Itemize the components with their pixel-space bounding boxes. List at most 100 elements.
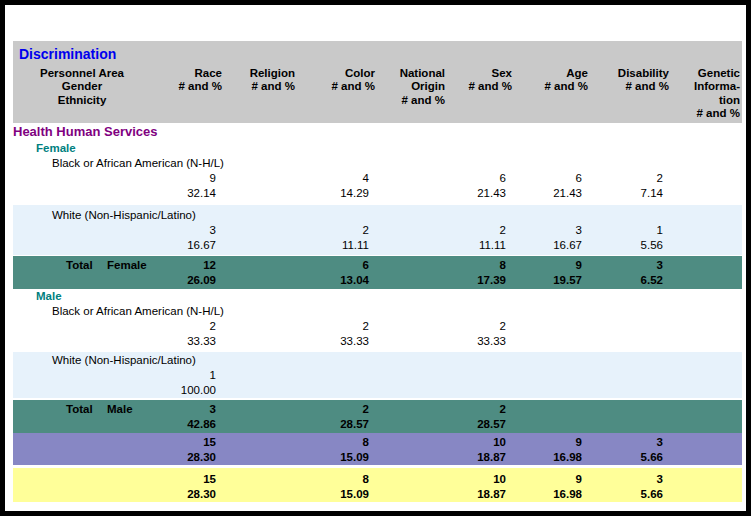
value-cell	[506, 402, 582, 417]
column-header-race: Race # and %	[145, 67, 222, 121]
subtotal-counts-row: 1581093	[13, 435, 742, 450]
value-cell: 16.67	[506, 238, 582, 253]
value-cell	[369, 472, 439, 487]
value-cell	[216, 223, 289, 238]
value-cell: 9	[13, 171, 216, 186]
total-gender-label: Female	[107, 258, 147, 273]
total-counts-row: Total Female 126893	[13, 258, 742, 273]
value-cell: 9	[506, 472, 582, 487]
value-cell: 10	[439, 435, 506, 450]
value-cell	[663, 435, 734, 450]
value-cell: 8	[289, 472, 369, 487]
value-cell	[369, 258, 439, 273]
total-row-female: Total Female 126893 26.09 13.04 17.3919.57…	[13, 256, 742, 289]
value-cell: 7.14	[582, 186, 663, 201]
value-cell	[216, 383, 289, 398]
value-cell: 3	[582, 472, 663, 487]
value-cell	[663, 186, 734, 201]
ethnicity-label: Black or African American (N-H/L)	[13, 304, 742, 319]
column-header-row: Personnel Area Gender Ethnicity Race # a…	[19, 67, 742, 121]
value-cell	[663, 273, 734, 288]
value-cell: 8	[289, 435, 369, 450]
value-cell	[582, 368, 663, 383]
grand-total-counts-row: 1581093	[13, 472, 742, 487]
value-cell: 11.11	[289, 238, 369, 253]
ethnicity-label: Black or African American (N-H/L)	[13, 156, 742, 171]
subtotal-percents-row: 28.3015.0918.8716.985.66	[13, 450, 742, 465]
value-cell: 21.43	[439, 186, 506, 201]
value-cell: 1	[582, 223, 663, 238]
striped-ethnicity-block: White (Non-Hispanic/Latino) 1 100.00	[13, 352, 742, 398]
value-cell	[216, 450, 289, 465]
value-cell	[216, 238, 289, 253]
value-cell	[663, 223, 734, 238]
value-cell: 42.86	[13, 417, 216, 432]
value-cell: 19.57	[506, 273, 582, 288]
report-body: Discrimination Personnel Area Gender Eth…	[13, 41, 742, 502]
value-cell: 6	[439, 171, 506, 186]
value-cell: 33.33	[289, 334, 369, 349]
value-cell	[369, 334, 439, 349]
total-label: Total	[66, 258, 93, 273]
value-cell: 15	[13, 435, 216, 450]
value-cell	[216, 273, 289, 288]
value-cell	[582, 417, 663, 432]
area-subtotal-row: 1581093 28.3015.0918.8716.985.66	[13, 433, 742, 465]
value-cell: 5.66	[582, 450, 663, 465]
value-cell	[216, 319, 289, 334]
value-cell: 28.57	[289, 417, 369, 432]
value-cell	[439, 368, 506, 383]
value-cell	[216, 334, 289, 349]
value-cell	[369, 487, 439, 502]
column-header-national-origin: National Origin # and %	[375, 67, 445, 121]
grand-total-percents-row: 28.3015.0918.8716.985.66	[13, 487, 742, 502]
value-cell: 26.09	[13, 273, 216, 288]
value-cell: 3	[13, 223, 216, 238]
counts-row: 32231	[13, 223, 742, 238]
value-cell	[663, 417, 734, 432]
value-cell	[663, 258, 734, 273]
value-cell: 21.43	[506, 186, 582, 201]
value-cell: 5.56	[582, 238, 663, 253]
value-cell: 2	[289, 402, 369, 417]
value-cell	[369, 368, 439, 383]
value-cell	[216, 186, 289, 201]
report-title: Discrimination	[19, 41, 742, 65]
value-cell	[439, 383, 506, 398]
percents-row: 100.00	[13, 383, 742, 398]
percents-row: 16.6711.1111.1116.675.56	[13, 238, 742, 253]
value-cell	[216, 402, 289, 417]
value-cell	[582, 383, 663, 398]
value-cell: 15.09	[289, 450, 369, 465]
value-cell	[369, 435, 439, 450]
value-cell	[506, 334, 582, 349]
value-cell	[216, 417, 289, 432]
value-cell	[663, 368, 734, 383]
counts-row: 1	[13, 368, 742, 383]
value-cell	[506, 417, 582, 432]
value-cell	[663, 319, 734, 334]
report-window: Discrimination Personnel Area Gender Eth…	[0, 0, 751, 516]
value-cell: 6.52	[582, 273, 663, 288]
value-cell: 11.11	[439, 238, 506, 253]
value-cell	[582, 319, 663, 334]
gender-label-female: Female	[13, 140, 742, 156]
value-cell	[663, 383, 734, 398]
value-cell: 2	[439, 402, 506, 417]
value-cell	[216, 435, 289, 450]
report-header-band: Discrimination Personnel Area Gender Eth…	[13, 41, 742, 123]
value-cell: 3	[582, 435, 663, 450]
value-cell: 18.87	[439, 450, 506, 465]
percents-row: 33.3333.3333.33	[13, 334, 742, 349]
value-cell	[369, 238, 439, 253]
value-cell: 13.04	[289, 273, 369, 288]
value-cell: 28.30	[13, 450, 216, 465]
value-cell	[369, 450, 439, 465]
value-cell: 9	[506, 258, 582, 273]
value-cell: 33.33	[13, 334, 216, 349]
value-cell: 17.39	[439, 273, 506, 288]
total-gender-label: Male	[107, 402, 133, 417]
value-cell: 2	[289, 223, 369, 238]
value-cell: 28.57	[439, 417, 506, 432]
column-header-sex: Sex # and %	[445, 67, 512, 121]
